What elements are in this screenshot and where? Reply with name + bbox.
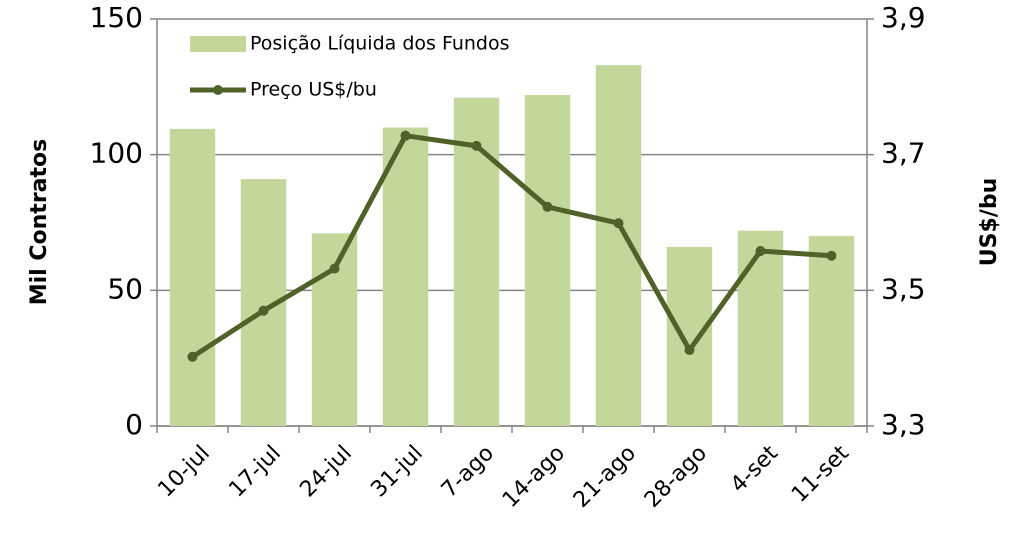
legend-label: Preço US$/bu — [250, 79, 377, 101]
y2-tick-label: 3,3 — [881, 408, 926, 441]
line-marker — [542, 201, 553, 212]
y-tick-label: 50 — [107, 272, 143, 305]
x-tick-label: 21-ago — [569, 441, 641, 513]
legend-swatch — [190, 36, 246, 52]
x-tick-label: 10-jul — [153, 441, 215, 503]
y-axis-label: Mil Contratos — [27, 139, 52, 306]
bar — [737, 230, 784, 426]
x-tick-label: 11-set — [787, 441, 854, 508]
line-marker — [684, 345, 695, 356]
bar — [808, 236, 855, 426]
y-tick-label: 0 — [125, 408, 143, 441]
line-marker — [258, 305, 269, 316]
bar — [453, 97, 500, 426]
legend-label: Posição Líquida dos Fundos — [250, 33, 510, 55]
y2-axis-label: US$/bu — [977, 178, 1002, 266]
bar — [311, 233, 358, 426]
bar — [666, 246, 713, 426]
line-marker — [329, 263, 340, 274]
legend-marker — [213, 85, 223, 95]
line-marker — [187, 351, 198, 362]
y-tick-label: 150 — [90, 1, 143, 34]
y2-tick-label: 3,7 — [881, 137, 926, 170]
y2-tick-label: 3,9 — [881, 1, 926, 34]
x-tick-label: 28-ago — [640, 441, 712, 513]
bar — [169, 128, 216, 426]
line-marker — [400, 130, 411, 141]
bar — [595, 65, 642, 427]
x-tick-label: 17-jul — [224, 441, 286, 503]
x-tick-label: 31-jul — [366, 441, 428, 503]
line-marker — [613, 218, 624, 229]
line-marker — [471, 140, 482, 151]
x-tick-label: 14-ago — [498, 441, 570, 513]
line-marker — [826, 250, 837, 261]
x-tick-label: 24-jul — [295, 441, 357, 503]
bar — [524, 94, 571, 427]
line — [191, 133, 832, 359]
bar — [382, 127, 429, 427]
y-tick-label: 100 — [90, 137, 143, 170]
x-tick-label: 4-set — [726, 441, 783, 498]
line-marker — [755, 245, 766, 256]
y2-tick-label: 3,5 — [881, 272, 926, 305]
x-tick-label: 7-ago — [437, 441, 499, 503]
